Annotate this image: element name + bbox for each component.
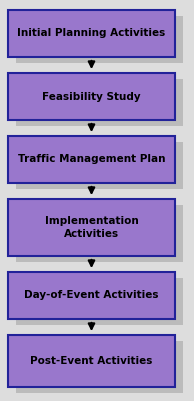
Text: Initial Planning Activities: Initial Planning Activities: [17, 28, 166, 38]
Bar: [8, 199, 175, 256]
Bar: [16, 278, 183, 325]
Bar: [16, 142, 183, 189]
Bar: [16, 205, 183, 262]
Bar: [8, 10, 175, 57]
Bar: [8, 136, 175, 183]
Bar: [8, 272, 175, 319]
Text: Implementation
Activities: Implementation Activities: [45, 216, 138, 239]
Bar: [16, 16, 183, 63]
Text: Traffic Management Plan: Traffic Management Plan: [18, 154, 165, 164]
Bar: [8, 73, 175, 120]
Text: Day-of-Event Activities: Day-of-Event Activities: [24, 290, 159, 300]
Bar: [16, 79, 183, 126]
Text: Post-Event Activities: Post-Event Activities: [30, 356, 153, 366]
Text: Feasibility Study: Feasibility Study: [42, 91, 141, 101]
Bar: [8, 335, 175, 387]
Bar: [16, 341, 183, 393]
